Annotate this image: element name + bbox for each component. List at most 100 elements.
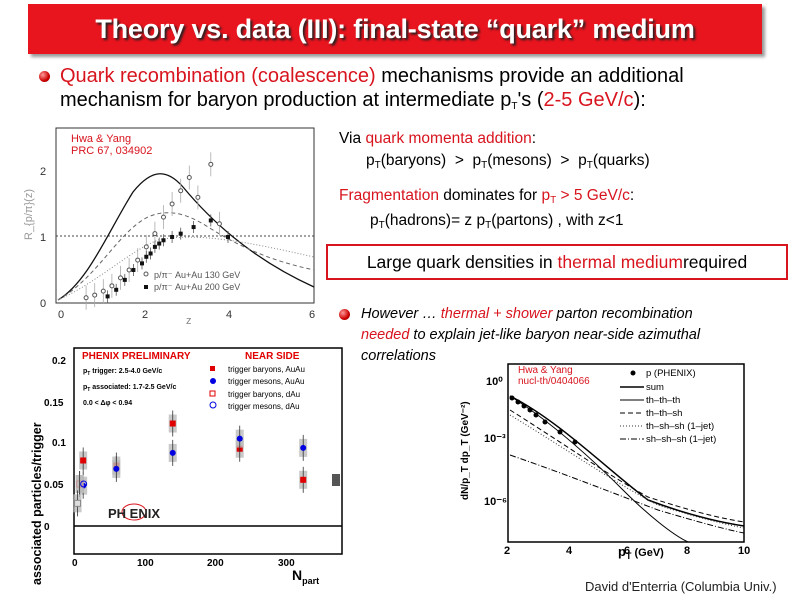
- x-tick: 0: [58, 309, 64, 321]
- bullet-icon: [339, 309, 350, 320]
- ref-label: Hwa & Yang: [71, 133, 131, 145]
- figure-proton-pion-ratio: Hwa & Yang PRC 67, 034902 0 2 4 6 0 1 2 …: [18, 122, 323, 326]
- data-point: [143, 244, 149, 250]
- x-tick: 2: [142, 309, 148, 321]
- data-point: [557, 429, 563, 435]
- y-tick: 10⁻³: [484, 433, 506, 445]
- bullet-icon: [39, 71, 50, 82]
- legend-entry: trigger baryons, dAu: [228, 390, 300, 399]
- data-point: [100, 288, 106, 294]
- data-point: [148, 251, 153, 256]
- data-point: [161, 238, 166, 243]
- ref-label: nucl-th/0404066: [518, 376, 590, 387]
- legend-entry: th–th–th: [646, 395, 680, 406]
- data-point: [157, 241, 162, 246]
- data-point: [140, 261, 144, 266]
- y-tick: 0.05: [44, 480, 64, 491]
- data-point: [509, 395, 515, 401]
- momenta-ordering: pT(baryons) > pT(mesons) > pT(quarks): [366, 152, 650, 171]
- data-point: [122, 277, 127, 282]
- data-point: [105, 294, 110, 299]
- slide-title: Theory vs. data (III): final-state “quar…: [95, 13, 695, 44]
- data-point: [152, 244, 157, 249]
- data-point: [572, 439, 578, 445]
- x-tick: 300: [278, 558, 295, 569]
- legend-entry: trigger mesons, AuAu: [228, 377, 304, 386]
- y-axis-label: R_{p/π}(z): [23, 189, 35, 240]
- data-point: [169, 201, 175, 207]
- y-tick: 0: [44, 522, 50, 533]
- near-side-label: NEAR SIDE: [245, 351, 300, 362]
- x-tick: 8: [684, 545, 690, 557]
- data-point: [131, 267, 136, 272]
- data-point: [144, 254, 149, 259]
- fragmentation-formula: pT(hadrons)= z pT(partons) , with z<1: [370, 212, 624, 231]
- data-point: [178, 231, 183, 236]
- data-point: [109, 283, 115, 289]
- data-point: [195, 194, 201, 200]
- info-line: pT associated: 1.7-2.5 GeV/c: [83, 384, 176, 393]
- data-point: [208, 218, 213, 223]
- data-point: [169, 420, 176, 427]
- x-axis-label: z: [186, 315, 192, 326]
- data-point: [186, 175, 192, 181]
- data-point: [178, 188, 184, 194]
- data-point: [216, 221, 222, 227]
- author-footer: David d'Enterria (Columbia Univ.): [585, 579, 777, 594]
- data-point: [113, 465, 120, 472]
- y-tick: 0.2: [52, 356, 66, 367]
- data-point: [74, 499, 82, 507]
- legend-entry: trigger mesons, dAu: [228, 402, 300, 411]
- legend-entry: sh–sh–sh (1–jet): [646, 434, 716, 445]
- data-point: [191, 225, 196, 230]
- y-tick: 10⁻⁶: [484, 496, 507, 508]
- data-point: [521, 403, 527, 409]
- info-line: pT trigger: 2.5-4.0 GeV/c: [83, 368, 162, 377]
- ref-label: PRC 67, 034902: [71, 145, 152, 157]
- figure-phenix-correlations: PHENIX PRELIMINARY NEAR SIDE 0 0.05 0.1 …: [30, 340, 350, 588]
- svg-text:PH ENIX: PH ENIX: [108, 506, 160, 521]
- highlight-box: Large quark densities in thermal medium …: [326, 244, 788, 280]
- data-point: [161, 214, 166, 220]
- data-point: [80, 457, 87, 464]
- data-point: [135, 257, 141, 263]
- info-line: 0.0 < Δφ < 0.94: [83, 400, 132, 407]
- x-tick: 6: [309, 309, 315, 321]
- data-point: [114, 287, 119, 292]
- data-point: [80, 480, 88, 488]
- data-point: [542, 419, 548, 425]
- y-tick: 1: [40, 232, 46, 244]
- y-tick: 0: [40, 298, 46, 310]
- ref-label: Hwa & Yang: [518, 365, 573, 376]
- x-tick: 200: [207, 558, 224, 569]
- intro-highlight: Quark recombination (coalescence): [60, 65, 376, 87]
- y-tick: 0.15: [44, 398, 64, 409]
- intro-text: Quark recombination (coalescence) mechan…: [60, 65, 684, 112]
- legend-entry: p/π⁻ Au+Au 130 GeV: [154, 270, 240, 280]
- momenta-heading: Via quark momenta addition:: [339, 130, 537, 147]
- data-point: [208, 161, 214, 167]
- x-axis-label: pT (GeV): [618, 544, 664, 561]
- data-point: [92, 292, 98, 298]
- data-point: [152, 231, 158, 237]
- data-point: [126, 267, 132, 273]
- legend-entry: th–sh–sh (1–jet): [646, 421, 714, 432]
- fragmentation-heading: Fragmentation dominates for pT > 5 GeV/c…: [339, 187, 635, 206]
- legend-entry: p/π⁻ Au+Au 200 GeV: [154, 282, 240, 292]
- x-tick: 2: [504, 545, 510, 557]
- data-point: [169, 449, 176, 456]
- x-tick: 4: [226, 309, 232, 321]
- legend-entry: p (PHENIX): [646, 368, 696, 379]
- data-point: [527, 407, 533, 413]
- x-tick: 4: [566, 545, 573, 557]
- x-tick: 0: [72, 558, 78, 569]
- x-tick: 100: [137, 558, 154, 569]
- y-tick: 0.1: [52, 438, 66, 449]
- data-point: [83, 295, 89, 301]
- legend-entry: th–th–sh: [646, 408, 682, 419]
- figure-proton-spectra: Hwa & Yang nucl-th/0404066 2 4 6 8 10 10…: [448, 360, 763, 570]
- y-tick: 2: [40, 166, 46, 178]
- data-point: [236, 435, 243, 442]
- data-point: [118, 275, 123, 281]
- legend-entry: sum: [646, 382, 664, 393]
